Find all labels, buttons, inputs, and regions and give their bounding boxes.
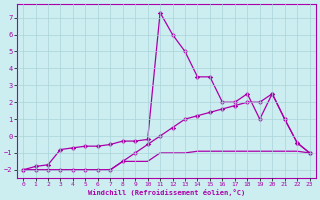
X-axis label: Windchill (Refroidissement éolien,°C): Windchill (Refroidissement éolien,°C) [88, 189, 245, 196]
